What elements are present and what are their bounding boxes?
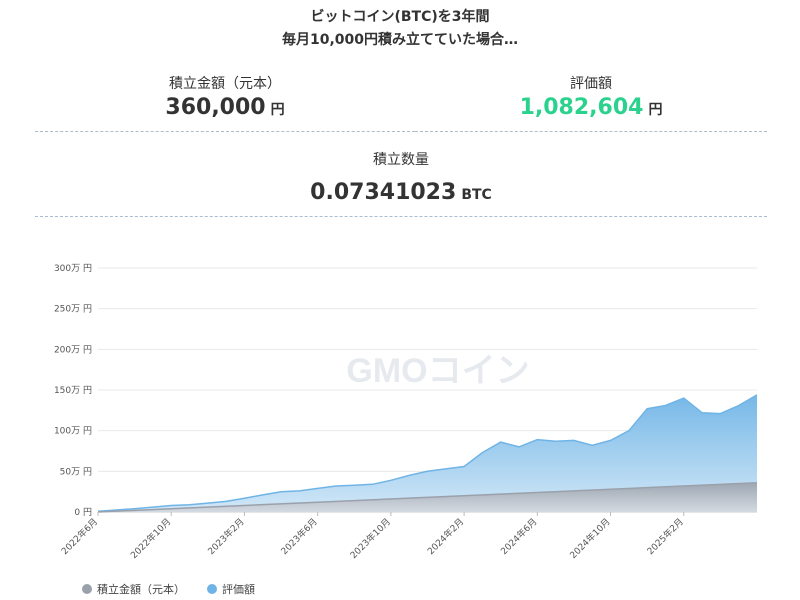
x-tick-label: 2022年10月 bbox=[128, 516, 174, 562]
x-tick-label: 2023年10月 bbox=[348, 516, 394, 562]
y-tick-label: 150万 円 bbox=[54, 385, 92, 396]
valuation-value-group: 1,082,604 円 bbox=[415, 95, 767, 120]
quantity-unit: BTC bbox=[461, 187, 492, 203]
quantity-value: 0.07341023 bbox=[310, 180, 457, 205]
legend-principal-swatch bbox=[82, 584, 92, 594]
quantity-divider bbox=[35, 216, 767, 217]
legend-principal-label: 積立金額（元本） bbox=[97, 583, 185, 596]
y-tick-label: 300万 円 bbox=[54, 263, 92, 274]
quantity-value-group: 0.07341023 BTC bbox=[35, 180, 767, 205]
x-axis-labels: 2022年6月 2022年10月 2023年2月 2023年6月 2023年10月 202… bbox=[59, 512, 686, 561]
principal-label: 積立金額（元本） bbox=[169, 76, 281, 92]
quantity-label: 積立数量 bbox=[373, 152, 429, 168]
y-tick-label: 0 円 bbox=[74, 507, 92, 518]
accumulation-chart: 0 円 50万 円 100万 円 150万 円 200万 円 250万 円 300万 円 G… bbox=[54, 263, 758, 561]
legend-valuation-label: 評価額 bbox=[222, 583, 255, 596]
valuation-value: 1,082,604 bbox=[519, 95, 644, 120]
x-tick-label: 2025年2月 bbox=[644, 516, 685, 557]
x-tick-label: 2024年6月 bbox=[498, 516, 539, 557]
legend-valuation-swatch bbox=[207, 584, 217, 594]
series-areas bbox=[97, 394, 758, 513]
x-tick-label: 2022年6月 bbox=[59, 516, 100, 557]
y-tick-label: 50万 円 bbox=[60, 466, 92, 477]
x-tick-label: 2024年10月 bbox=[567, 516, 613, 562]
x-tick-label: 2024年2月 bbox=[425, 516, 466, 557]
x-tick-label: 2023年6月 bbox=[278, 516, 319, 557]
principal-divider bbox=[35, 131, 415, 132]
y-axis-labels: 0 円 50万 円 100万 円 150万 円 200万 円 250万 円 300万 円 bbox=[54, 263, 92, 518]
principal-series-line bbox=[97, 481, 758, 513]
valuation-label: 評価額 bbox=[570, 76, 612, 92]
legend-valuation[interactable]: 評価額 bbox=[207, 581, 255, 597]
y-tick-label: 250万 円 bbox=[54, 304, 92, 315]
chart-gridlines bbox=[98, 267, 757, 513]
valuation-divider bbox=[415, 131, 767, 132]
valuation-series-area bbox=[98, 394, 757, 512]
principal-unit: 円 bbox=[270, 102, 285, 118]
valuation-unit: 円 bbox=[648, 102, 663, 118]
x-tick-label: 2023年2月 bbox=[205, 516, 246, 557]
principal-value-group: 360,000 円 bbox=[35, 95, 415, 120]
chart-title-line2: 毎月10,000円積み立てていた場合… bbox=[281, 32, 519, 48]
watermark-logo: GMOコイン bbox=[346, 352, 529, 390]
y-tick-label: 100万 円 bbox=[54, 426, 92, 437]
principal-value: 360,000 bbox=[165, 95, 266, 120]
legend-principal[interactable]: 積立金額（元本） bbox=[82, 581, 185, 597]
chart-title-line1: ビットコイン(BTC)を3年間 bbox=[310, 9, 490, 25]
valuation-series-line bbox=[97, 394, 758, 512]
y-tick-label: 200万 円 bbox=[54, 344, 92, 355]
